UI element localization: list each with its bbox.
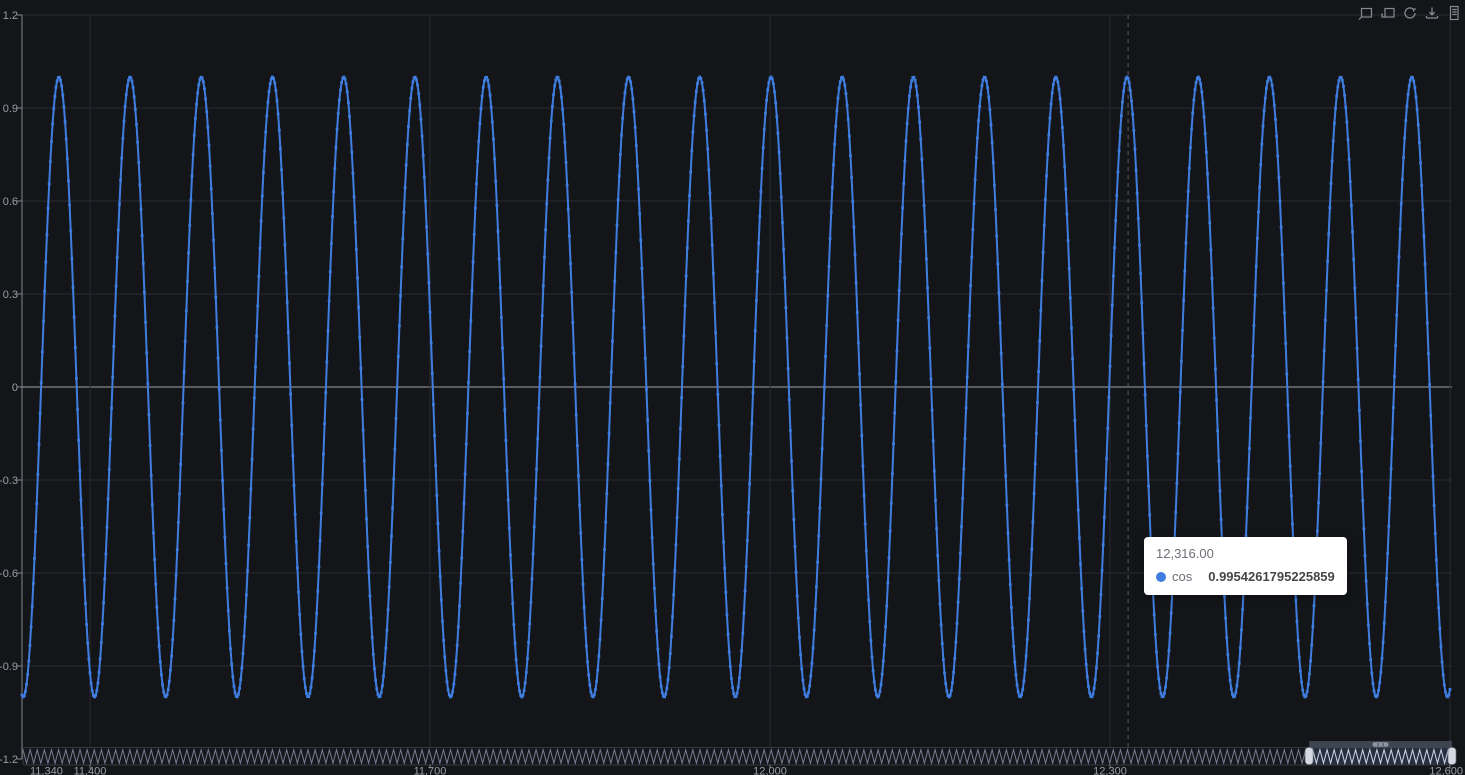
datazoom-shadow [22, 747, 1453, 766]
restore-icon[interactable] [1401, 4, 1418, 21]
x-axis-label: 12,000 [753, 766, 787, 775]
tooltip-x-value: 12,316.00 [1156, 546, 1214, 561]
save-image-icon[interactable] [1423, 4, 1440, 21]
series-marker-dot [1156, 572, 1166, 583]
datazoom-window[interactable] [1309, 748, 1452, 765]
zoom-select-icon[interactable] [1357, 4, 1374, 21]
datazoom-left-handle[interactable] [1304, 747, 1314, 765]
x-axis-label: 11,700 [414, 766, 447, 775]
x-axis-label: 11,340 [30, 766, 63, 775]
zoom-reset-icon[interactable] [1379, 4, 1396, 21]
tooltip-series-name: cos [1172, 568, 1193, 584]
y-axis-label: -0.6 [0, 568, 18, 580]
y-axis-label: 0.6 [3, 196, 18, 208]
y-axis-label: -0.3 [0, 475, 18, 487]
datazoom-move-grip[interactable] [1372, 742, 1389, 747]
y-axis-label: 0.3 [3, 289, 18, 301]
tooltip-series-value: 0.9954261795225859 [1208, 568, 1335, 584]
x-axis-label: 12,300 [1093, 766, 1127, 775]
y-axis-label: 1.2 [3, 10, 18, 22]
y-axis-label: 0.9 [3, 103, 18, 115]
y-axis-label: -0.9 [0, 661, 18, 673]
y-axis-label: -1.2 [0, 754, 18, 766]
chart-tooltip: 12,316.00 cos 0.9954261795225859 [1144, 537, 1347, 595]
chart-toolbar [1357, 4, 1462, 21]
data-view-icon[interactable] [1445, 4, 1462, 21]
y-axis-label: 0 [12, 382, 18, 394]
datazoom-right-handle[interactable] [1447, 747, 1457, 765]
x-axis-label: 11,400 [74, 766, 107, 775]
x-axis-label: 12,600 [1429, 766, 1463, 775]
